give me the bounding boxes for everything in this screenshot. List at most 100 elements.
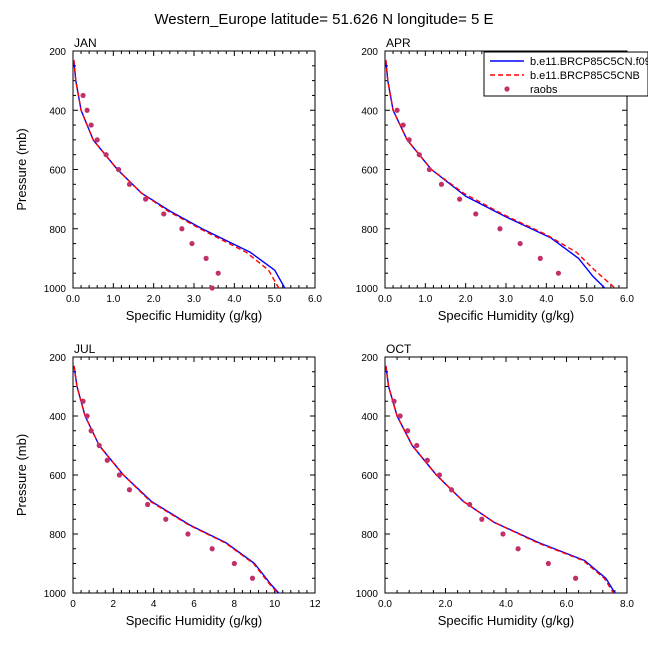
series-line-model2 (385, 365, 614, 594)
y-tick-label: 600 (49, 471, 66, 482)
raobs-point (515, 546, 521, 552)
raobs-point (96, 442, 102, 449)
panel-jan: 0.0 1.0 2.0 3.0 4.0 5.0 6.0 200 400 600 800 1000 JAN… (14, 36, 322, 323)
raobs-point (448, 487, 455, 493)
y-tick-label: 600 (361, 166, 378, 177)
raobs-point (572, 575, 579, 581)
x-tick-label: 2.0 (147, 294, 161, 305)
series-line-model2 (385, 59, 616, 289)
y-tick-label: 400 (49, 106, 66, 117)
x-tick-label: 10 (269, 599, 281, 610)
raobs-point (517, 240, 523, 247)
y-tick-label: 200 (49, 353, 66, 364)
raobs-point (88, 122, 94, 128)
panel-jul: 0 2 4 6 8 10 12 200 400 600 800 1000 JUL Specific Hum… (14, 342, 321, 628)
raobs-point (161, 211, 167, 217)
legend: b.e11.BRCP85C5CN.f09 b.e11.BRCP85C5CNB rao… (483, 51, 648, 97)
legend-box (483, 51, 648, 97)
panels-group: 0.0 1.0 2.0 3.0 4.0 5.0 6.0 200 400 600 800 1000 JAN… (14, 36, 634, 628)
raobs-point (438, 181, 445, 187)
raobs-point (436, 472, 443, 478)
x-axis-label: Specific Humidity (g/kg) (438, 308, 575, 323)
x-tick-label: 6.0 (620, 294, 634, 305)
y-axis-label: Pressure (mb) (14, 128, 29, 210)
raobs-point (80, 92, 86, 99)
x-tick-label: 1.0 (418, 294, 432, 305)
y-tick-label: 800 (49, 530, 66, 541)
raobs-point (115, 166, 122, 173)
y-tick-label: 400 (49, 412, 66, 423)
raobs-point (416, 152, 422, 158)
panel-label: JUL (74, 342, 96, 356)
raobs-point (249, 575, 256, 581)
raobs-point (479, 516, 485, 522)
x-tick-label: 4.0 (227, 294, 241, 305)
x-tick-label: 5.0 (268, 294, 282, 305)
x-tick-label: 3.0 (187, 294, 201, 305)
x-tick-label: 4.0 (499, 599, 513, 610)
x-tick-label: 6 (191, 599, 197, 610)
raobs-point (185, 531, 191, 537)
plot-frame (72, 50, 316, 289)
plot-frame (384, 356, 628, 594)
raobs-point (406, 137, 412, 143)
legend-marker-raobs (504, 86, 510, 92)
x-tick-label: 8 (232, 599, 238, 610)
x-tick-label: 0.0 (378, 294, 392, 305)
panel-oct: 0.0 2.0 4.0 6.0 8.0 200 400 600 800 1000 OCT Specif… (356, 342, 635, 628)
raobs-point (500, 531, 506, 537)
y-tick-label: 200 (361, 353, 378, 364)
raobs-point (203, 255, 209, 261)
raobs-point (424, 457, 430, 463)
raobs-point (88, 428, 94, 434)
raobs-point (457, 196, 463, 202)
y-tick-label: 200 (49, 47, 66, 58)
raobs-point (116, 472, 122, 478)
y-tick-label: 1000 (44, 284, 67, 295)
figure-title: Western_Europe latitude= 51.626 N longit… (154, 11, 493, 28)
raobs-point (163, 516, 169, 522)
y-tick-label: 800 (49, 225, 66, 236)
raobs-point (231, 560, 237, 567)
raobs-point (215, 270, 221, 276)
raobs-point (126, 487, 133, 493)
raobs-point (84, 107, 90, 113)
raobs-point (126, 181, 133, 187)
x-axis-label: Specific Humidity (g/kg) (126, 308, 263, 323)
legend-label: b.e11.BRCP85C5CNB (530, 70, 640, 82)
y-tick-label: 800 (361, 530, 378, 541)
series-line-model2 (73, 365, 279, 594)
x-tick-label: 1.0 (106, 294, 120, 305)
x-tick-label: 5.0 (580, 294, 594, 305)
legend-label: b.e11.BRCP85C5CN.f09 (530, 56, 648, 68)
raobs-point (497, 226, 503, 232)
raobs-point (473, 211, 479, 217)
x-tick-label: 2.0 (439, 599, 453, 610)
raobs-point (179, 226, 185, 232)
legend-label: raobs (530, 84, 558, 96)
y-tick-label: 1000 (44, 589, 67, 600)
panel-label: APR (386, 36, 411, 50)
raobs-point (545, 560, 551, 567)
x-tick-label: 6.0 (560, 599, 574, 610)
raobs-point (405, 428, 411, 434)
panel-apr: 0.0 1.0 2.0 3.0 4.0 5.0 6.0 200 400 600 800 1000 APR… (356, 36, 635, 323)
raobs-point (414, 442, 420, 449)
y-tick-label: 1000 (356, 284, 379, 295)
raobs-point (143, 196, 149, 202)
raobs-point (80, 398, 86, 404)
raobs-point (103, 152, 109, 158)
series-line-model1 (73, 59, 286, 289)
raobs-point (145, 501, 151, 508)
x-tick-label: 4.0 (539, 294, 553, 305)
y-tick-label: 600 (49, 166, 66, 177)
x-tick-label: 4 (151, 599, 157, 610)
raobs-point (209, 546, 215, 552)
y-tick-label: 800 (361, 225, 378, 236)
x-tick-label: 8.0 (620, 599, 634, 610)
raobs-point (104, 457, 110, 463)
y-tick-label: 600 (361, 471, 378, 482)
raobs-point (397, 413, 403, 419)
panel-label: JAN (74, 36, 97, 50)
